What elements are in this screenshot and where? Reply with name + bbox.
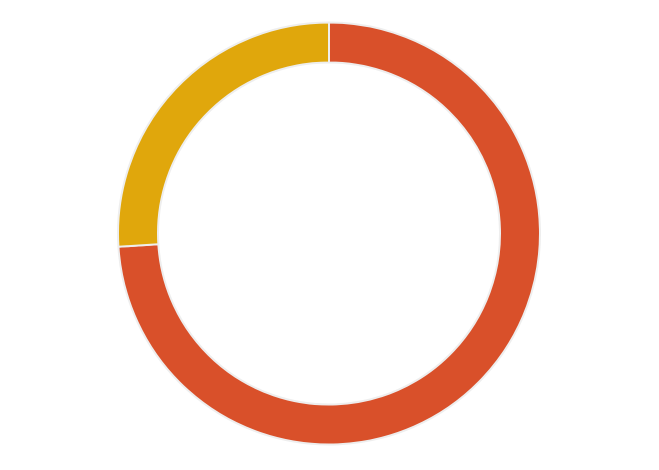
donut-slice-1[interactable] [117, 21, 330, 248]
donut-slice-0[interactable] [117, 21, 541, 446]
